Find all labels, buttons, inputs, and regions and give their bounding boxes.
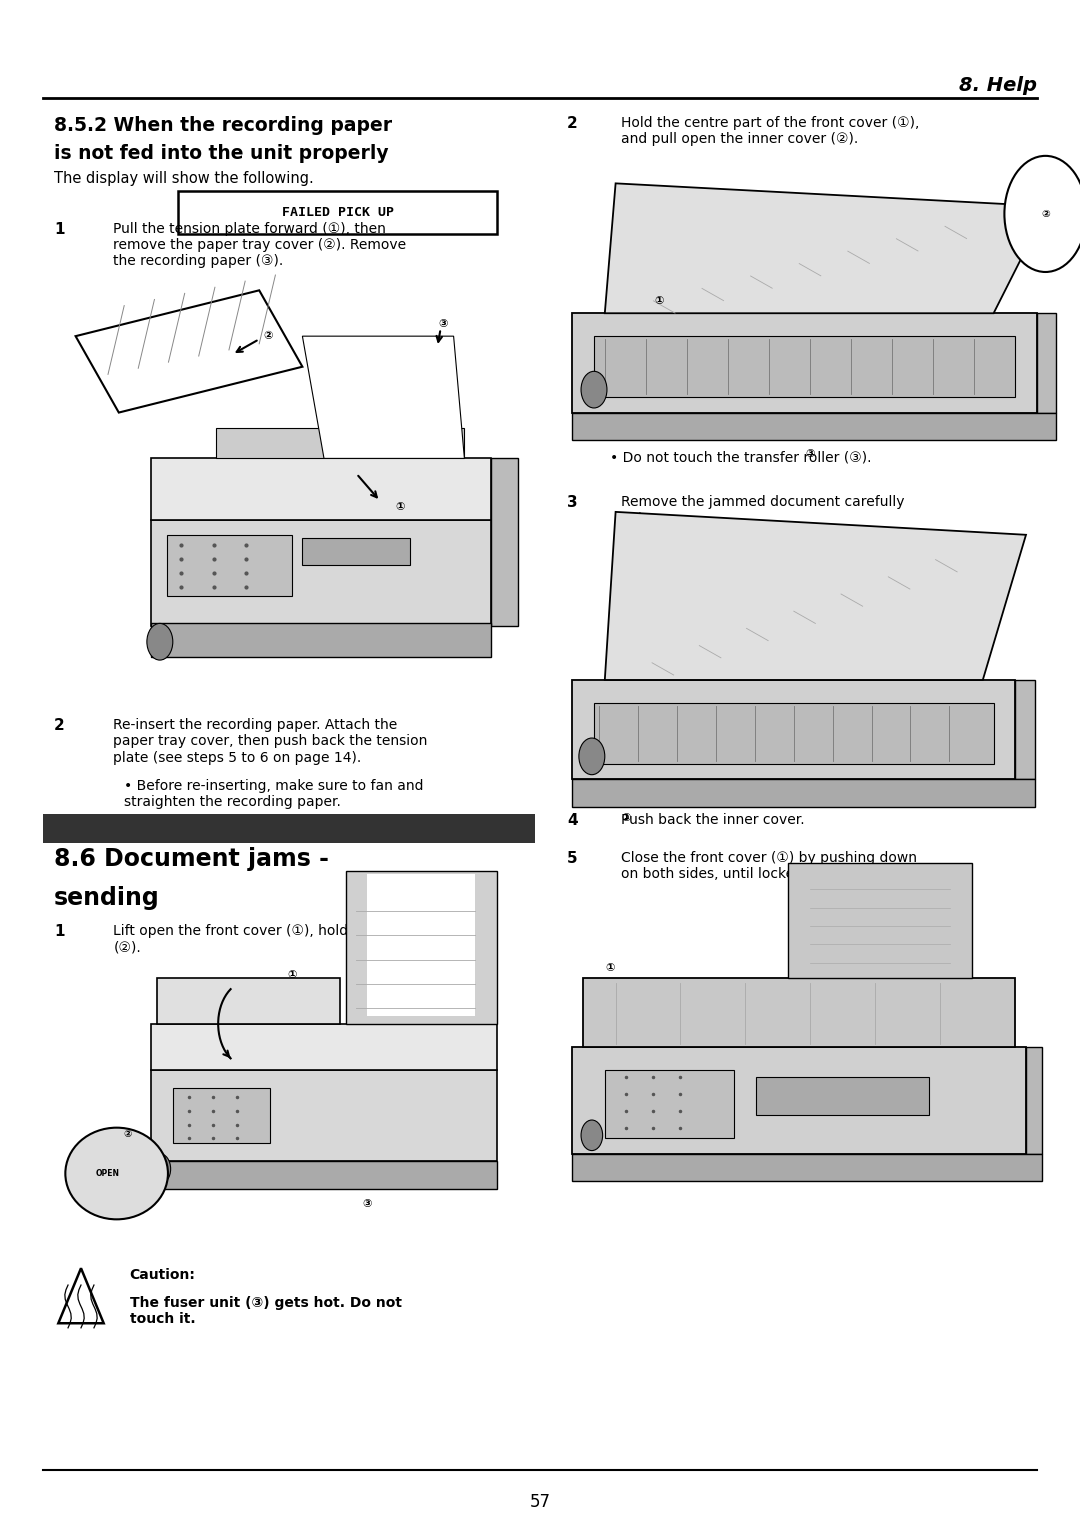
Polygon shape bbox=[157, 978, 340, 1024]
Polygon shape bbox=[1026, 1047, 1042, 1154]
Text: 8.5.2 When the recording paper: 8.5.2 When the recording paper bbox=[54, 116, 392, 134]
Polygon shape bbox=[491, 458, 518, 626]
Polygon shape bbox=[151, 458, 491, 520]
Circle shape bbox=[581, 371, 607, 408]
Text: 4: 4 bbox=[567, 813, 578, 828]
Text: • Do not touch the transfer roller (③).: • Do not touch the transfer roller (③). bbox=[610, 451, 872, 465]
Polygon shape bbox=[151, 520, 491, 626]
Polygon shape bbox=[302, 336, 464, 458]
Polygon shape bbox=[367, 874, 475, 1016]
Polygon shape bbox=[572, 779, 1035, 807]
Polygon shape bbox=[167, 535, 292, 596]
Text: OPEN: OPEN bbox=[96, 1169, 120, 1178]
Text: 1: 1 bbox=[54, 222, 65, 237]
Text: ②: ② bbox=[264, 332, 272, 341]
Text: Caution:: Caution: bbox=[130, 1268, 195, 1282]
Bar bbox=[178, 191, 497, 234]
Text: Remove the jammed document carefully
(①).: Remove the jammed document carefully (①)… bbox=[621, 495, 905, 526]
Polygon shape bbox=[151, 1024, 497, 1070]
Text: Re-insert the recording paper. Attach the
paper tray cover, then push back the t: Re-insert the recording paper. Attach th… bbox=[113, 718, 428, 764]
Text: 3: 3 bbox=[567, 495, 578, 510]
Polygon shape bbox=[151, 623, 491, 657]
Text: • Before re-inserting, make sure to fan and
straighten the recording paper.: • Before re-inserting, make sure to fan … bbox=[124, 779, 423, 810]
Polygon shape bbox=[572, 680, 1015, 779]
Text: 2: 2 bbox=[54, 718, 65, 733]
Text: sending: sending bbox=[54, 886, 160, 911]
Text: is not fed into the unit properly: is not fed into the unit properly bbox=[54, 144, 389, 162]
Text: 8. Help: 8. Help bbox=[959, 76, 1037, 95]
Polygon shape bbox=[594, 336, 1015, 397]
Text: ①: ① bbox=[287, 970, 296, 979]
Text: The display will show the following.: The display will show the following. bbox=[54, 171, 314, 186]
Text: ①: ① bbox=[395, 503, 404, 512]
Polygon shape bbox=[58, 1268, 104, 1323]
Text: 8.6 Document jams -: 8.6 Document jams - bbox=[54, 847, 329, 871]
Polygon shape bbox=[302, 538, 410, 565]
Text: The fuser unit (③) gets hot. Do not
touch it.: The fuser unit (③) gets hot. Do not touc… bbox=[130, 1296, 402, 1326]
Polygon shape bbox=[346, 871, 497, 1024]
Circle shape bbox=[1004, 156, 1080, 272]
Text: 2: 2 bbox=[567, 116, 578, 131]
Text: Push back the inner cover.: Push back the inner cover. bbox=[621, 813, 805, 827]
Circle shape bbox=[579, 738, 605, 775]
Polygon shape bbox=[605, 512, 1026, 680]
Text: FAILED PICK UP: FAILED PICK UP bbox=[282, 206, 393, 219]
Text: ①: ① bbox=[606, 963, 615, 973]
Text: 1: 1 bbox=[54, 924, 65, 940]
Polygon shape bbox=[572, 1047, 1026, 1154]
Text: ②: ② bbox=[1041, 209, 1050, 219]
Text: ②: ② bbox=[123, 1129, 132, 1138]
Polygon shape bbox=[216, 428, 464, 458]
Polygon shape bbox=[572, 1154, 1042, 1181]
Polygon shape bbox=[756, 1077, 929, 1115]
Polygon shape bbox=[173, 1088, 270, 1143]
Text: 5: 5 bbox=[567, 851, 578, 866]
Circle shape bbox=[147, 623, 173, 660]
Polygon shape bbox=[594, 703, 994, 764]
Circle shape bbox=[149, 1154, 171, 1184]
Polygon shape bbox=[1037, 313, 1056, 413]
Polygon shape bbox=[605, 183, 1048, 313]
Text: ③: ③ bbox=[438, 319, 447, 329]
Text: Lift open the front cover (①), holding OPEN
(②).: Lift open the front cover (①), holding O… bbox=[113, 924, 413, 955]
Text: Close the front cover (①) by pushing down
on both sides, until locked.: Close the front cover (①) by pushing dow… bbox=[621, 851, 917, 882]
Polygon shape bbox=[605, 1070, 734, 1138]
Polygon shape bbox=[788, 863, 972, 978]
Polygon shape bbox=[572, 313, 1037, 413]
Text: ③: ③ bbox=[806, 449, 814, 460]
Polygon shape bbox=[151, 1070, 497, 1161]
Circle shape bbox=[581, 1120, 603, 1151]
Text: ③: ③ bbox=[363, 1199, 372, 1209]
Polygon shape bbox=[76, 290, 302, 413]
Bar bbox=[43, 814, 535, 843]
Ellipse shape bbox=[66, 1128, 168, 1219]
Polygon shape bbox=[151, 1161, 497, 1189]
Text: 57: 57 bbox=[529, 1493, 551, 1511]
Polygon shape bbox=[572, 413, 1056, 440]
Polygon shape bbox=[1015, 680, 1035, 779]
Polygon shape bbox=[583, 978, 1015, 1047]
Text: ①: ① bbox=[622, 813, 631, 824]
Text: ①: ① bbox=[654, 295, 663, 306]
Text: Pull the tension plate forward (①), then
remove the paper tray cover (②). Remove: Pull the tension plate forward (①), then… bbox=[113, 222, 406, 267]
Text: Hold the centre part of the front cover (①),
and pull open the inner cover (②).: Hold the centre part of the front cover … bbox=[621, 116, 919, 147]
